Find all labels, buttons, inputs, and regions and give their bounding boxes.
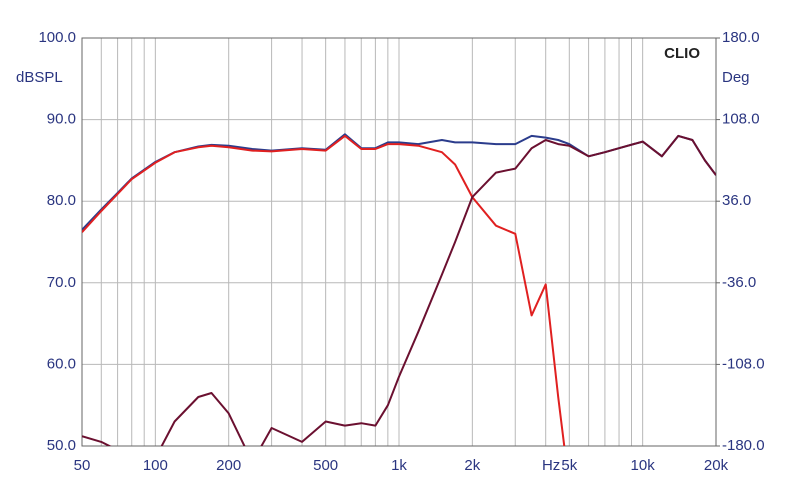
x-tick-label: 1k bbox=[391, 457, 407, 474]
y2-axis-label: Deg bbox=[722, 69, 750, 86]
x-tick-label: 20k bbox=[704, 457, 729, 474]
y2-tick-label: -108.0 bbox=[722, 355, 765, 372]
y-tick-label: 90.0 bbox=[47, 111, 76, 128]
y-tick-label: 100.0 bbox=[38, 29, 76, 46]
series-line bbox=[82, 134, 716, 446]
x-tick-label: 5k bbox=[561, 457, 577, 474]
x-tick-label: 200 bbox=[216, 457, 241, 474]
y-tick-label: 80.0 bbox=[47, 192, 76, 209]
y2-tick-label: 36.0 bbox=[722, 192, 751, 209]
y-axis-label: dBSPL bbox=[16, 69, 63, 86]
y-tick-label: 50.0 bbox=[47, 437, 76, 454]
y2-tick-label: 108.0 bbox=[722, 111, 760, 128]
y2-tick-label: -180.0 bbox=[722, 437, 765, 454]
y-tick-label: 60.0 bbox=[47, 355, 76, 372]
x-tick-label: 100 bbox=[143, 457, 168, 474]
plot-frame bbox=[81, 37, 717, 447]
y2-tick-label: 180.0 bbox=[722, 29, 760, 46]
x-axis-label: Hz bbox=[542, 457, 560, 474]
plot-area bbox=[82, 133, 716, 446]
x-tick-label: 10k bbox=[631, 457, 656, 474]
annotation: CLIO bbox=[664, 45, 700, 62]
y2-tick-label: -36.0 bbox=[722, 274, 756, 291]
x-tick-label: 2k bbox=[464, 457, 480, 474]
x-tick-label: 500 bbox=[313, 457, 338, 474]
x-tick-label: 50 bbox=[74, 457, 91, 474]
y-tick-label: 70.0 bbox=[47, 274, 76, 291]
series-line bbox=[82, 134, 566, 446]
